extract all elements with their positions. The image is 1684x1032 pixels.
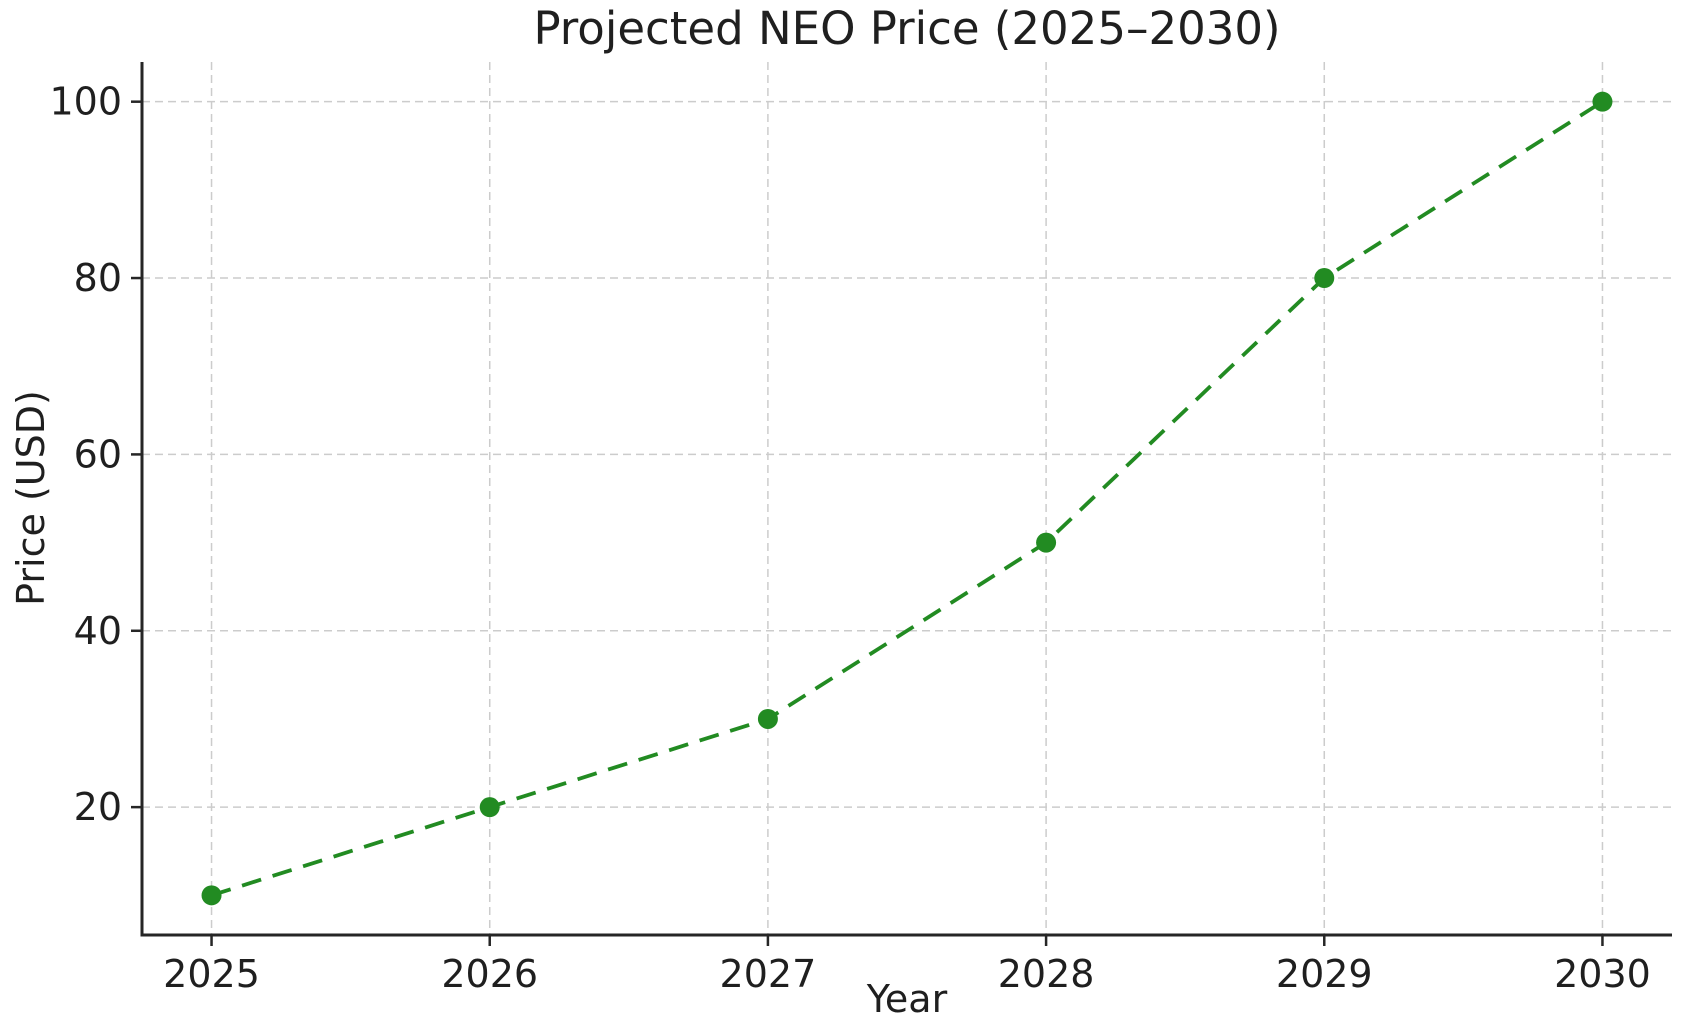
grid-layer [142, 62, 1672, 935]
x-tick-label: 2026 [441, 952, 538, 996]
data-point-marker [1592, 91, 1613, 112]
y-axis-label: Price (USD) [9, 390, 53, 606]
data-point-marker [1036, 532, 1057, 553]
data-point-marker [757, 708, 778, 729]
x-tick-label: 2027 [720, 952, 817, 996]
x-tick-label: 2030 [1554, 952, 1651, 996]
chart-title: Projected NEO Price (2025–2030) [533, 2, 1280, 55]
y-tick-label: 80 [74, 256, 122, 300]
x-tick-label: 2028 [998, 952, 1095, 996]
y-tick-label: 100 [49, 80, 122, 124]
x-tick-label: 2025 [163, 952, 260, 996]
data-point-marker [479, 797, 500, 818]
y-tick-label: 40 [74, 609, 122, 653]
series-layer [201, 91, 1613, 906]
price-series-line [210, 100, 1604, 898]
y-tick-label: 60 [74, 432, 122, 476]
x-axis-label: Year [866, 977, 948, 1021]
data-point-marker [1314, 268, 1335, 289]
data-point-marker [201, 885, 222, 906]
y-tick-label: 20 [74, 785, 122, 829]
axes-layer: 20 40 60 80 100 2025 2026 2027 2028 2029 2030 [49, 62, 1672, 996]
x-tick-label: 2029 [1276, 952, 1373, 996]
